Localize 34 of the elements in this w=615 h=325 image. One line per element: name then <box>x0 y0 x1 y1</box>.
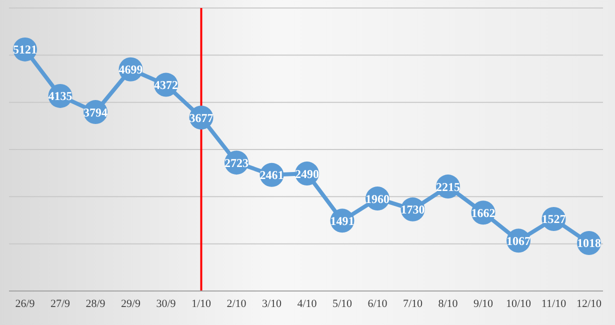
x-tick-label: 3/10 <box>262 298 282 310</box>
data-label: 2490 <box>295 166 319 181</box>
x-tick-label: 28/9 <box>86 298 106 310</box>
data-label: 5121 <box>13 42 37 57</box>
data-label: 4699 <box>118 62 143 77</box>
data-label: 3677 <box>189 110 214 125</box>
data-label: 2723 <box>224 156 248 170</box>
data-label: 4135 <box>48 89 72 104</box>
data-label: 1491 <box>330 214 354 228</box>
x-tick-label: 8/10 <box>438 298 458 310</box>
x-tick-label: 29/9 <box>120 298 142 310</box>
x-tick-label: 2/10 <box>226 298 247 310</box>
x-tick-label: 10/10 <box>506 298 532 310</box>
data-label: 1018 <box>577 236 601 250</box>
data-label: 4372 <box>154 78 178 92</box>
x-tick-label: 30/9 <box>156 298 176 310</box>
data-label: 2215 <box>436 180 460 194</box>
x-tick-label: 26/9 <box>15 298 36 310</box>
x-tick-label: 11/10 <box>541 298 567 310</box>
data-label: 1527 <box>542 212 566 226</box>
x-tick-label: 12/10 <box>576 298 602 310</box>
data-label: 2461 <box>260 168 284 182</box>
data-label: 1960 <box>366 192 390 206</box>
data-label: 3794 <box>84 105 108 120</box>
x-tick-label: 5/10 <box>332 298 353 310</box>
x-tick-label: 7/10 <box>402 298 424 310</box>
x-tick-label: 4/10 <box>297 298 318 310</box>
x-tick-label: 27/9 <box>50 298 71 310</box>
x-tick-label: 9/10 <box>473 298 494 310</box>
x-tick-label: 1/10 <box>191 298 212 310</box>
data-label: 1730 <box>400 202 425 217</box>
data-label: 1662 <box>471 206 496 220</box>
data-label: 1067 <box>506 234 530 248</box>
x-tick-label: 6/10 <box>368 298 388 310</box>
